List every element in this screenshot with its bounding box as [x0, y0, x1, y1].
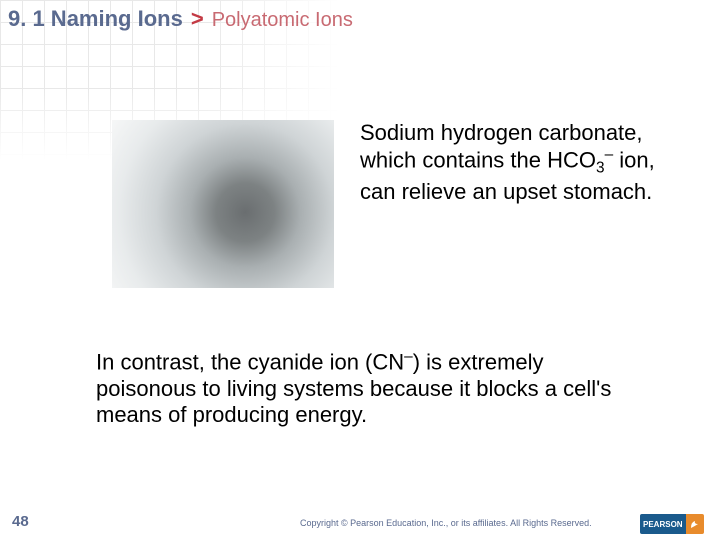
paragraph-top: Sodium hydrogen carbonate, which contain… — [360, 120, 670, 205]
pearson-logo-icon — [686, 514, 704, 534]
breadcrumb-arrow: > — [191, 6, 204, 32]
section-title: Polyatomic Ions — [212, 9, 353, 32]
p1-sup: – — [605, 146, 614, 163]
slide-header: 9. 1 Naming Ions > Polyatomic Ions — [8, 6, 353, 32]
p2-sup: – — [404, 348, 413, 365]
section-number: 9. 1 Naming Ions — [8, 6, 183, 32]
pearson-logo-text: PEARSON — [640, 514, 686, 534]
paragraph-bottom: In contrast, the cyanide ion (CN–) is ex… — [96, 348, 636, 429]
page-number: 48 — [12, 513, 29, 530]
content-image — [112, 120, 334, 288]
pearson-logo: PEARSON — [640, 514, 714, 534]
copyright-text: Copyright © Pearson Education, Inc., or … — [300, 518, 592, 528]
p1-sub: 3 — [596, 160, 605, 177]
p2-text-a: In contrast, the cyanide ion (CN — [96, 349, 404, 374]
